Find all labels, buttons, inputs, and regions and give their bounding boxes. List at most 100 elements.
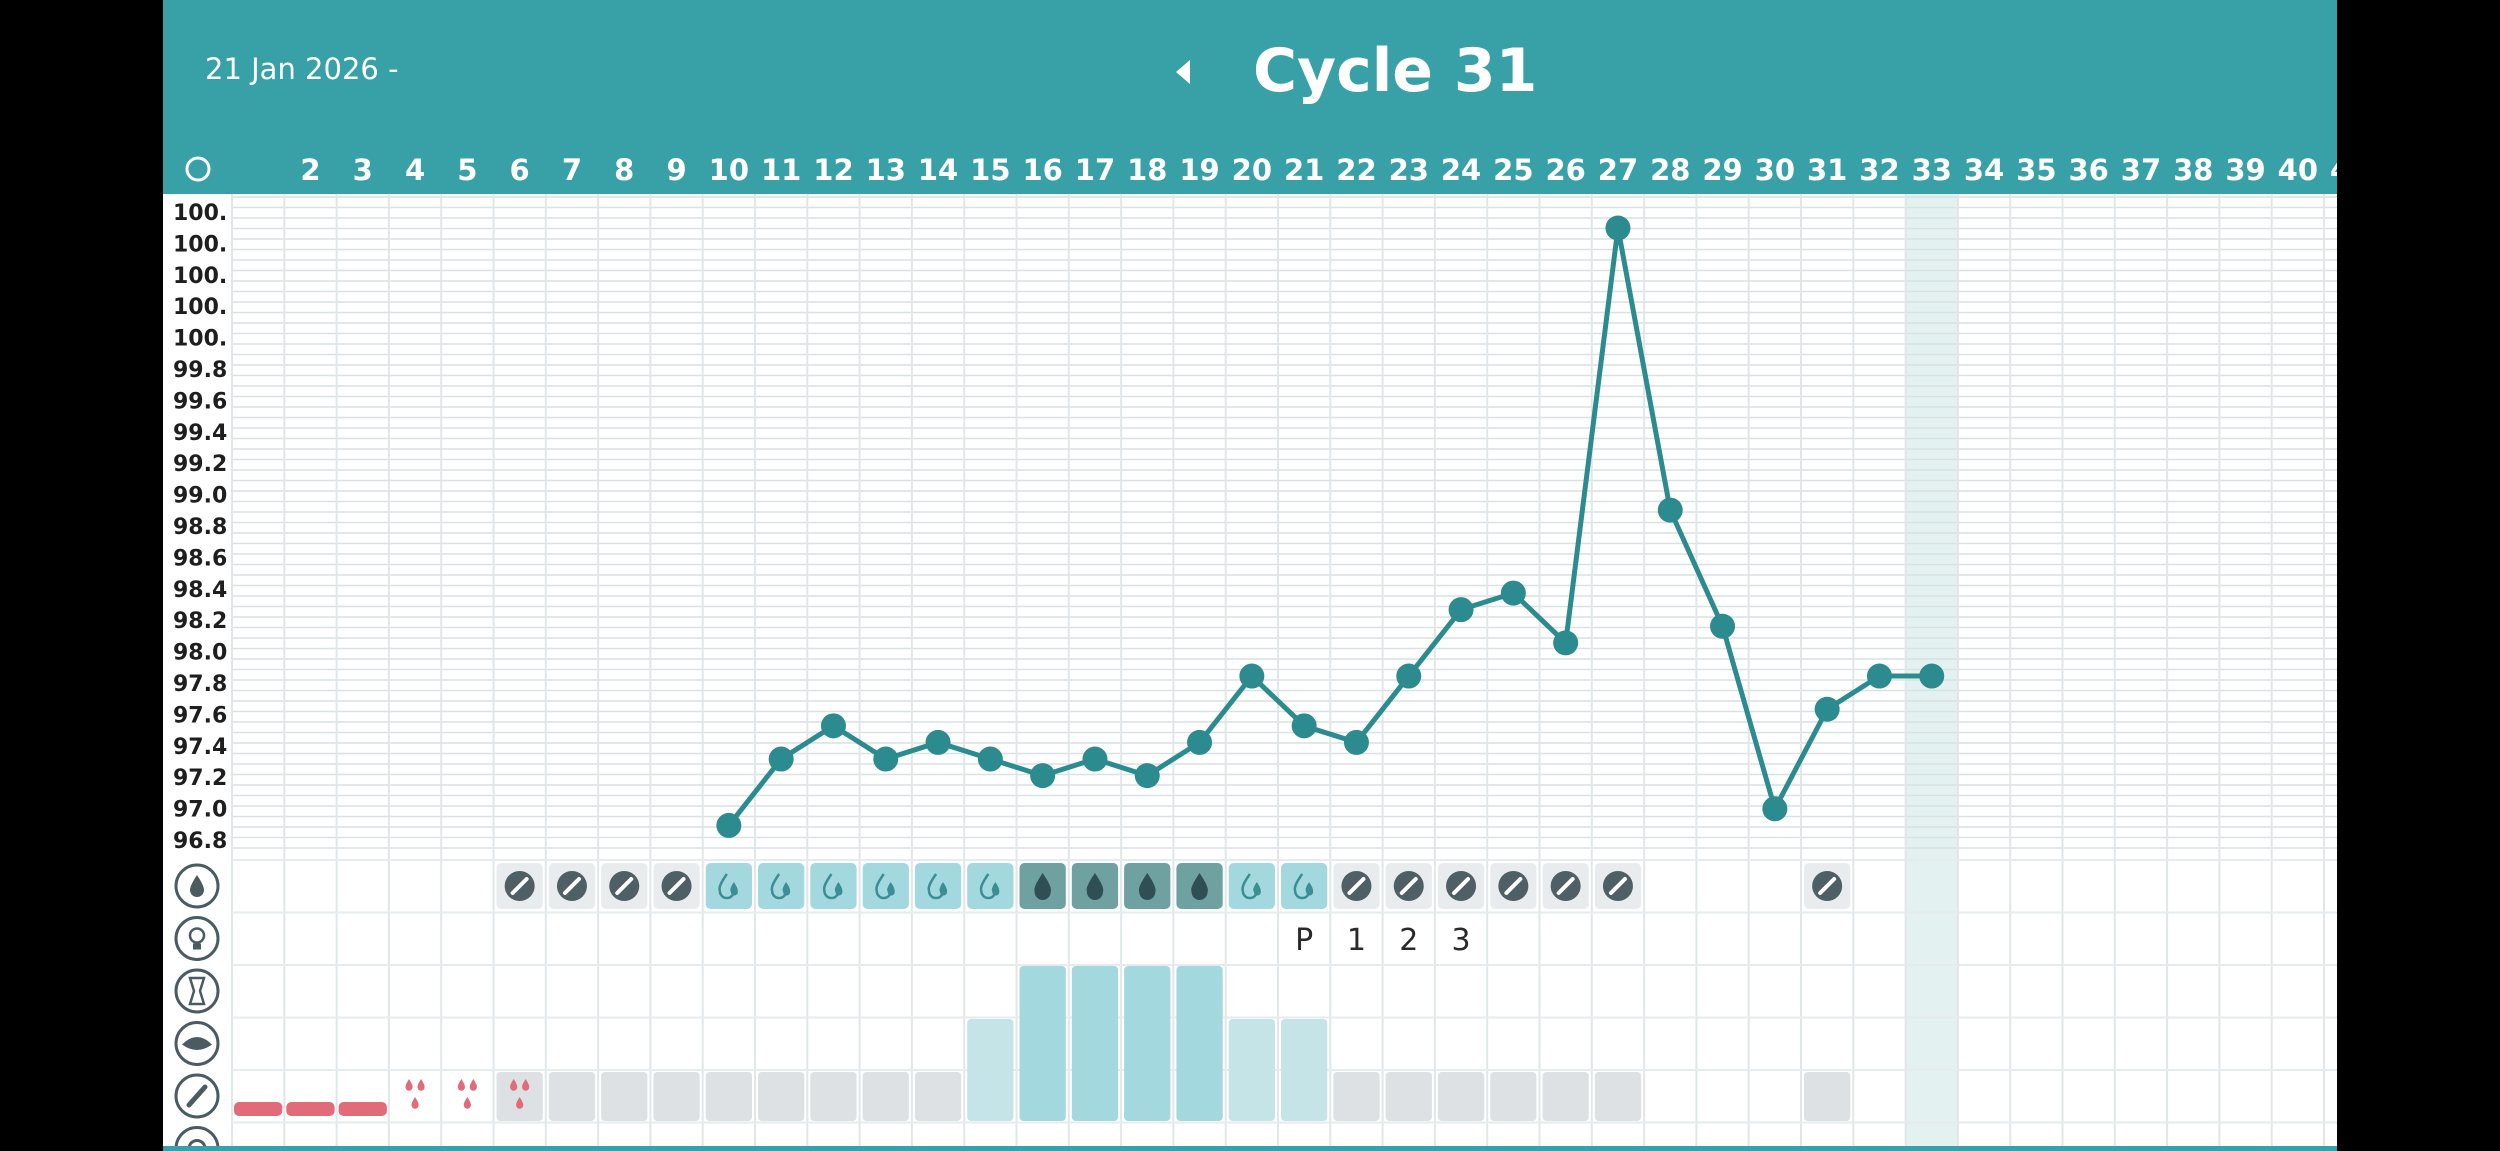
- mucus-badge-day-24[interactable]: [1437, 863, 1485, 909]
- temperature-point-day-23[interactable]: [1396, 663, 1422, 689]
- mucus-badge-day-14[interactable]: [914, 863, 962, 909]
- mucus-badge-day-31[interactable]: [1804, 863, 1851, 909]
- temperature-point-day-25[interactable]: [1500, 580, 1526, 606]
- mucus-badge-day-17[interactable]: [1071, 863, 1119, 909]
- temperature-point-day-18[interactable]: [1134, 763, 1160, 789]
- mucus-badge-day-25[interactable]: [1490, 863, 1537, 909]
- temperature-point-day-32[interactable]: [1866, 663, 1892, 689]
- cycle-chart[interactable]: 100. 100. 100. 100. 100. 99.8 99.6 99.4 99.2 99.0…: [163, 0, 2337, 1151]
- pencil-icon[interactable]: [174, 1073, 220, 1119]
- mucus-bar-day-27[interactable]: [1594, 1072, 1642, 1121]
- mucus-badge-day-20[interactable]: [1228, 863, 1275, 909]
- bleeding-bar-day-1[interactable]: [234, 1102, 283, 1116]
- day-label[interactable]: 6: [510, 153, 530, 187]
- mucus-badge-day-21[interactable]: [1281, 863, 1328, 909]
- day-label[interactable]: 20: [1232, 153, 1272, 187]
- temperature-point-day-10[interactable]: [716, 812, 742, 838]
- spotting-icon-day-4[interactable]: [405, 1079, 425, 1109]
- day-label[interactable]: 36: [2068, 153, 2108, 187]
- mucus-bar-day-18[interactable]: [1124, 966, 1171, 1121]
- lips-icon[interactable]: [174, 1021, 220, 1066]
- temperature-point-day-14[interactable]: [925, 729, 951, 755]
- mucus-bar-day-8[interactable]: [601, 1072, 648, 1121]
- temperature-point-day-12[interactable]: [820, 713, 846, 739]
- mucus-bar-day-19[interactable]: [1176, 966, 1223, 1121]
- mucus-bar-day-16[interactable]: [1019, 966, 1066, 1121]
- temperature-point-day-22[interactable]: [1343, 729, 1369, 755]
- day-label[interactable]: 9: [666, 153, 686, 187]
- mucus-badge-day-9[interactable]: [653, 863, 700, 909]
- day-label[interactable]: 13: [866, 153, 906, 187]
- day-label[interactable]: 8: [614, 153, 634, 187]
- day-label[interactable]: 39: [2225, 153, 2265, 187]
- temperature-point-day-26[interactable]: [1553, 630, 1579, 656]
- mucus-badge-day-8[interactable]: [601, 863, 648, 909]
- previous-cycle-button[interactable]: [1166, 52, 1202, 92]
- day-label[interactable]: 30: [1755, 153, 1795, 187]
- day-label[interactable]: 38: [2173, 153, 2213, 187]
- temperature-point-day-20[interactable]: [1239, 663, 1265, 689]
- day-label[interactable]: 25: [1493, 153, 1533, 187]
- day-label[interactable]: 17: [1075, 153, 1115, 187]
- bleeding-bar-day-3[interactable]: [338, 1102, 387, 1116]
- temperature-point-day-33[interactable]: [1919, 663, 1945, 689]
- mucus-bar-day-20[interactable]: [1228, 1019, 1275, 1121]
- day-label[interactable]: 21: [1284, 153, 1324, 187]
- cycle-start-circle-icon[interactable]: [185, 156, 211, 182]
- mucus-bar-day-6[interactable]: [496, 1072, 543, 1121]
- mucus-bar-day-12[interactable]: [810, 1072, 857, 1121]
- day-label[interactable]: 18: [1127, 153, 1167, 187]
- temperature-point-day-24[interactable]: [1448, 597, 1474, 623]
- day-label[interactable]: 3: [353, 153, 373, 187]
- day-label[interactable]: 23: [1389, 153, 1429, 187]
- cervix-icon[interactable]: [174, 968, 220, 1014]
- mucus-bar-day-31[interactable]: [1804, 1072, 1851, 1121]
- day-label[interactable]: 35: [2016, 153, 2056, 187]
- spotting-icon-day-5[interactable]: [457, 1079, 477, 1109]
- day-label[interactable]: 41: [2330, 153, 2337, 187]
- temperature-point-day-21[interactable]: [1291, 713, 1317, 739]
- day-label[interactable]: 33: [1912, 153, 1952, 187]
- temperature-point-day-19[interactable]: [1187, 729, 1213, 755]
- day-label[interactable]: 22: [1336, 153, 1376, 187]
- mucus-badge-day-26[interactable]: [1542, 863, 1589, 909]
- temperature-point-day-13[interactable]: [873, 746, 899, 772]
- mucus-bar-day-15[interactable]: [967, 1019, 1014, 1121]
- mucus-badge-day-19[interactable]: [1176, 863, 1223, 909]
- temperature-point-day-28[interactable]: [1657, 497, 1683, 523]
- mucus-bar-day-10[interactable]: [705, 1072, 752, 1121]
- day-label[interactable]: 15: [970, 153, 1010, 187]
- day-label[interactable]: 27: [1598, 153, 1638, 187]
- day-label[interactable]: 16: [1022, 153, 1062, 187]
- lightbulb-icon[interactable]: [174, 916, 220, 961]
- day-label[interactable]: 31: [1807, 153, 1847, 187]
- day-label[interactable]: 24: [1441, 153, 1481, 187]
- mucus-badge-day-6[interactable]: [496, 863, 543, 909]
- day-label[interactable]: 40: [2278, 153, 2318, 187]
- spotting-icon-day-6[interactable]: [510, 1079, 530, 1109]
- mucus-bar-day-23[interactable]: [1385, 1072, 1432, 1121]
- temperature-point-day-27[interactable]: [1605, 215, 1631, 241]
- mucus-bar-day-25[interactable]: [1490, 1072, 1537, 1121]
- mucus-bar-day-14[interactable]: [914, 1072, 962, 1121]
- day-label[interactable]: 32: [1859, 153, 1899, 187]
- mucus-badge-day-7[interactable]: [548, 863, 596, 909]
- bleeding-bar-day-2[interactable]: [286, 1102, 335, 1116]
- temperature-point-day-11[interactable]: [768, 746, 794, 772]
- temperature-point-day-31[interactable]: [1814, 696, 1840, 722]
- mucus-bar-day-9[interactable]: [653, 1072, 700, 1121]
- temperature-point-day-29[interactable]: [1710, 613, 1736, 639]
- mucus-badge-day-11[interactable]: [758, 863, 805, 909]
- day-label[interactable]: 28: [1650, 153, 1690, 187]
- mucus-badge-day-12[interactable]: [810, 863, 857, 909]
- mucus-badge-day-27[interactable]: [1594, 863, 1642, 909]
- mucus-bar-day-7[interactable]: [548, 1072, 596, 1121]
- mucus-badge-day-13[interactable]: [862, 863, 909, 909]
- day-label[interactable]: 10: [709, 153, 749, 187]
- day-label[interactable]: 4: [405, 153, 425, 187]
- temperature-point-day-16[interactable]: [1030, 763, 1056, 789]
- day-label[interactable]: 19: [1179, 153, 1219, 187]
- mucus-badge-day-10[interactable]: [705, 863, 752, 909]
- mucus-bar-day-26[interactable]: [1542, 1072, 1589, 1121]
- mucus-bar-day-13[interactable]: [862, 1072, 909, 1121]
